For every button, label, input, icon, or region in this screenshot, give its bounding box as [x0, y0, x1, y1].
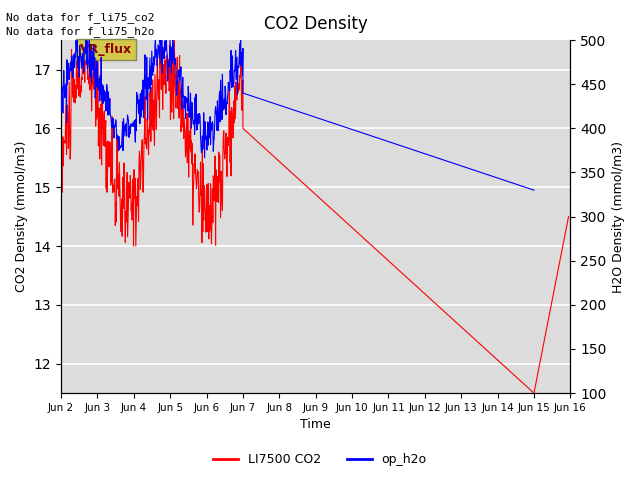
Y-axis label: H2O Density (mmol/m3): H2O Density (mmol/m3): [612, 141, 625, 293]
Y-axis label: CO2 Density (mmol/m3): CO2 Density (mmol/m3): [15, 141, 28, 292]
X-axis label: Time: Time: [300, 419, 331, 432]
Text: VR_flux: VR_flux: [80, 43, 132, 56]
Legend: LI7500 CO2, op_h2o: LI7500 CO2, op_h2o: [209, 448, 431, 471]
Title: CO2 Density: CO2 Density: [264, 15, 367, 33]
Text: No data for f_li75_co2: No data for f_li75_co2: [6, 12, 155, 23]
Text: No data for f_li75_h2o: No data for f_li75_h2o: [6, 26, 155, 37]
